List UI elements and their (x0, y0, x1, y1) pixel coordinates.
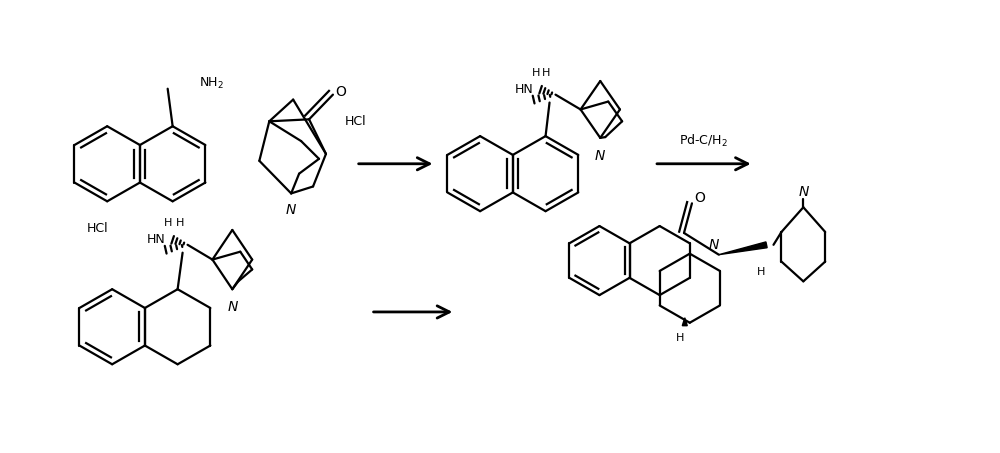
Text: HN: HN (147, 233, 166, 246)
Text: N: N (227, 300, 238, 314)
Text: H: H (541, 68, 550, 78)
Text: H: H (531, 68, 540, 78)
Text: N: N (595, 149, 605, 163)
Text: N: N (798, 185, 809, 199)
Text: N: N (709, 238, 719, 252)
Text: HN: HN (515, 83, 534, 96)
Text: O: O (335, 85, 346, 99)
Text: H: H (175, 218, 184, 228)
Text: H: H (163, 218, 172, 228)
Polygon shape (719, 242, 767, 255)
Text: N: N (286, 203, 296, 217)
Text: H: H (676, 333, 684, 342)
Text: Pd-C/H$_2$: Pd-C/H$_2$ (679, 133, 728, 149)
Text: O: O (694, 191, 705, 205)
Text: HCl: HCl (86, 222, 108, 236)
Text: H: H (756, 267, 765, 277)
Polygon shape (682, 318, 687, 326)
Text: HCl: HCl (345, 115, 367, 128)
Text: NH$_2$: NH$_2$ (199, 76, 224, 92)
